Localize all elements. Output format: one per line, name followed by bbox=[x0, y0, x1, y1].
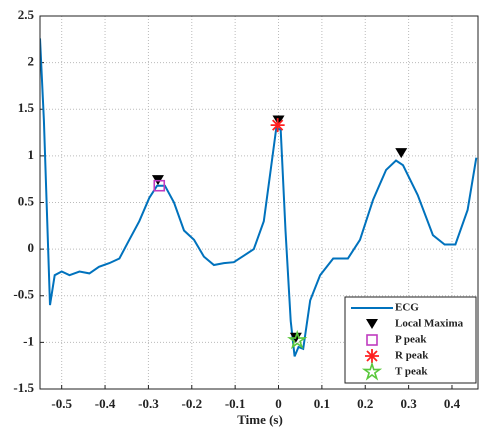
legend-label: ECG bbox=[395, 302, 419, 314]
x-tick-label: 0.4 bbox=[444, 396, 461, 411]
y-tick-label: 0.5 bbox=[18, 193, 35, 208]
x-axis-label: Time (s) bbox=[237, 412, 283, 427]
axes-frame bbox=[39, 15, 479, 390]
marker-triangle bbox=[366, 319, 378, 329]
x-tick-label: 0.1 bbox=[314, 396, 330, 411]
x-tick-label: -0.5 bbox=[51, 396, 72, 411]
x-tick-label: 0.3 bbox=[400, 396, 417, 411]
x-tick-label: -0.4 bbox=[95, 396, 116, 411]
y-tick-label: 0 bbox=[28, 240, 35, 255]
marker-asterisk bbox=[365, 349, 379, 363]
legend-label: R peak bbox=[395, 350, 429, 362]
marker-triangle bbox=[395, 148, 408, 159]
y-tick-label: -1.5 bbox=[13, 380, 34, 395]
legend-label: T peak bbox=[395, 366, 428, 378]
x-tick-label: 0 bbox=[275, 396, 282, 411]
legend-label: P peak bbox=[395, 334, 427, 346]
y-tick-label: 2 bbox=[28, 54, 35, 69]
marker-asterisk bbox=[270, 118, 285, 133]
ecg-line bbox=[40, 38, 478, 357]
x-tick-label: -0.1 bbox=[225, 396, 246, 411]
marker-square bbox=[366, 334, 378, 346]
marker-square bbox=[153, 179, 166, 192]
legend-label: Local Maxima bbox=[395, 318, 464, 330]
x-tick-label: -0.2 bbox=[181, 396, 202, 411]
legend: ECG Local Maxima P peak R peak T peak bbox=[344, 296, 477, 384]
y-tick-label: -1 bbox=[23, 333, 34, 348]
marker-pentagram bbox=[287, 329, 308, 350]
y-tick-label: -0.5 bbox=[13, 287, 34, 302]
x-tick-label: 0.2 bbox=[357, 396, 373, 411]
y-tick-label: 1 bbox=[28, 147, 35, 162]
y-tick-label: 2.5 bbox=[18, 7, 35, 22]
y-tick-label: 1.5 bbox=[18, 100, 35, 115]
x-tick-label: -0.3 bbox=[138, 396, 159, 411]
marker-pentagram bbox=[361, 361, 383, 381]
